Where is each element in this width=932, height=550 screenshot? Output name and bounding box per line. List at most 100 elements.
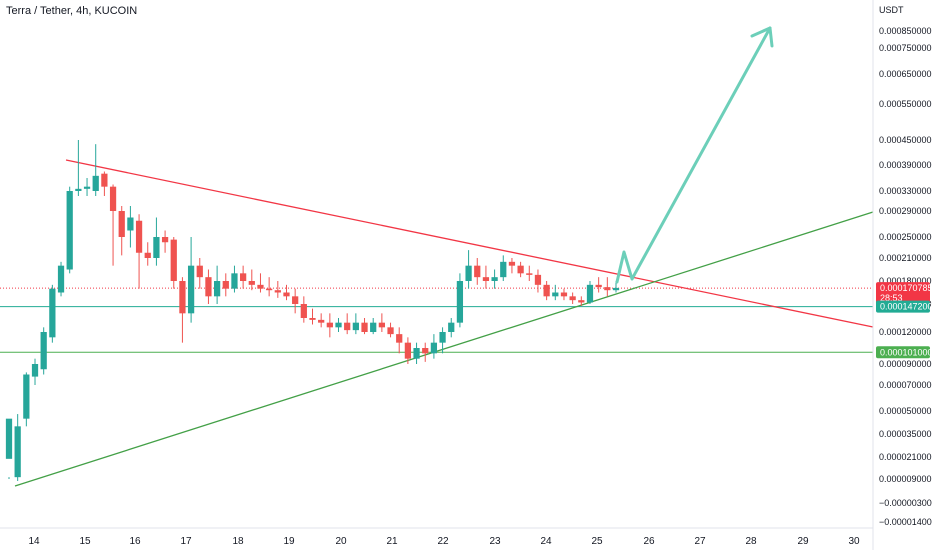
candle[interactable] [66,186,73,274]
candle[interactable] [101,171,108,197]
candle[interactable] [526,265,533,281]
candle[interactable] [292,288,299,314]
candle[interactable] [508,258,516,274]
candle-body [196,265,203,278]
candle[interactable] [213,265,221,304]
price-tick-label: −0.000003000 [879,498,932,508]
candle[interactable] [318,313,325,328]
candle-body [344,322,351,331]
candle[interactable] [187,237,195,323]
candle[interactable] [144,242,151,266]
candle[interactable] [344,313,351,335]
candle-body [118,211,125,237]
candle[interactable] [14,414,21,481]
candle[interactable] [266,277,273,297]
candle[interactable] [586,281,594,304]
candle[interactable] [517,261,524,278]
candle[interactable] [127,206,134,248]
candle[interactable] [40,327,47,375]
candle[interactable] [153,217,160,266]
candle[interactable] [404,337,412,364]
candle-body [240,273,247,281]
time-axis[interactable]: 14 15 16 17 18 19 20 21 22 23 24 25 26 27 28 29 30 [28,536,860,547]
candle[interactable] [335,318,342,332]
candle[interactable] [222,273,229,297]
candle[interactable] [378,313,385,332]
candle[interactable] [170,237,177,289]
candle[interactable] [31,358,39,385]
candle-body [491,277,498,281]
price-tick-label: 0.000330000 [879,186,932,196]
candle[interactable] [283,284,290,301]
candle[interactable] [500,255,507,281]
price-tick-label: 0.000210000 [879,253,932,263]
candle[interactable] [109,184,117,266]
candle[interactable] [439,327,446,354]
candle[interactable] [604,277,611,297]
candle[interactable] [49,284,56,343]
candle[interactable] [387,322,394,338]
candle-body [135,220,143,253]
candle[interactable] [5,418,13,479]
candle[interactable] [595,277,602,293]
candle[interactable] [578,296,585,306]
candle-body [248,281,255,285]
candle[interactable] [491,269,498,289]
candle[interactable] [274,281,281,298]
support-trendline[interactable] [14,211,874,487]
candle[interactable] [422,342,429,362]
price-axis[interactable]: 0.000850000 0.000750000 0.000650000 0.00055… [879,26,932,527]
candle[interactable] [569,292,576,305]
candle[interactable] [118,206,125,256]
price-tick-label: 0.000120000 [879,327,932,337]
candle[interactable] [370,318,377,335]
candle[interactable] [161,230,169,253]
candle[interactable] [179,277,186,343]
candle[interactable] [57,261,65,297]
candle[interactable] [448,318,455,338]
candle-body [465,265,472,281]
candle[interactable] [352,313,359,335]
current-price-value: 0.000170785 [880,283,932,293]
candle-body [508,261,516,266]
candle[interactable] [482,265,490,289]
resistance-trendline[interactable] [65,159,874,328]
candle[interactable] [240,265,247,289]
candle[interactable] [543,281,550,301]
date-tick-label: 15 [79,536,91,547]
candle[interactable] [465,250,472,289]
current-price-badge [876,282,930,305]
level-price-badge [876,300,930,313]
candle-body [482,277,490,281]
candle[interactable] [135,214,143,289]
candle-body [326,322,333,328]
candle[interactable] [474,258,481,285]
candle[interactable] [300,296,307,323]
candle[interactable] [456,273,464,328]
candle[interactable] [560,288,568,301]
plot-area[interactable] [0,26,874,487]
candle[interactable] [83,178,91,196]
candle[interactable] [396,327,403,354]
candle[interactable] [361,318,368,335]
candle[interactable] [534,269,542,293]
candle[interactable] [205,269,212,305]
candle[interactable] [413,342,420,364]
candle-body [170,239,177,281]
price-tick-label: 0.000850000 [879,26,932,36]
candle[interactable] [248,269,255,291]
candle[interactable] [23,372,30,427]
candle[interactable] [92,144,99,196]
projection-path[interactable] [615,26,772,284]
candle[interactable] [231,265,238,293]
candle[interactable] [75,140,82,196]
candle-body [439,332,446,343]
candle[interactable] [430,334,438,359]
candle[interactable] [326,313,333,338]
candle[interactable] [552,284,559,301]
candle-body [49,288,56,338]
candle[interactable] [309,308,316,325]
candle[interactable] [196,258,203,289]
candle[interactable] [257,273,264,293]
